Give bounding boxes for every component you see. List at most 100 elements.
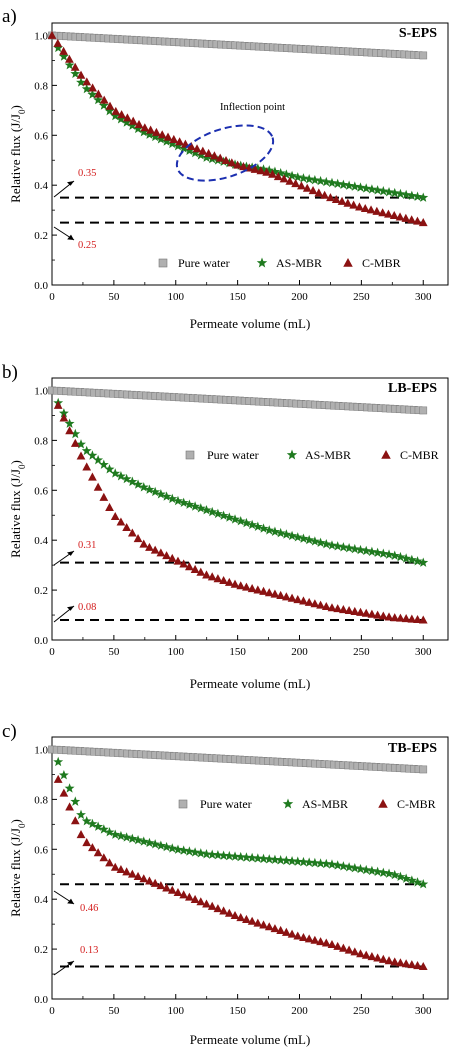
data-point-c-mbr: [105, 502, 114, 511]
data-point-c-mbr: [373, 953, 382, 962]
data-point-c-mbr: [219, 906, 228, 915]
data-point-as-mbr: [281, 529, 292, 539]
y-tick-label: 0.8: [34, 80, 48, 92]
data-point-as-mbr: [53, 756, 64, 767]
data-point-c-mbr: [99, 853, 109, 862]
data-point-c-mbr: [213, 574, 223, 583]
data-point-c-mbr: [173, 888, 183, 897]
x-axis: 0 50 100 150 200 250 300: [49, 635, 432, 658]
data-point-c-mbr: [236, 913, 246, 922]
y-tick-label: 0.8: [34, 794, 48, 806]
data-point-as-mbr: [418, 557, 429, 567]
data-point-as-mbr: [155, 489, 166, 499]
data-point-c-mbr: [169, 134, 179, 143]
data-point-c-mbr: [70, 816, 80, 825]
data-point-as-mbr: [247, 519, 258, 530]
y-tick-label: 1.0: [34, 744, 48, 756]
data-point-c-mbr: [133, 534, 143, 543]
data-point-c-mbr: [390, 613, 400, 622]
legend-marker-as-mbr: [282, 798, 294, 809]
x-tick-label: 150: [229, 291, 246, 303]
data-point-as-mbr: [258, 164, 269, 174]
data-point-as-mbr: [115, 830, 126, 841]
data-point-as-mbr: [287, 530, 297, 541]
data-point-c-mbr: [344, 945, 354, 954]
annotation-value-lower: 0.25: [78, 240, 96, 251]
data-point-c-mbr: [316, 600, 325, 609]
panel-label: c): [2, 721, 17, 742]
data-point-as-mbr: [195, 848, 206, 858]
data-point-as-mbr: [110, 110, 121, 121]
data-point-c-mbr: [304, 934, 314, 943]
plot-frame: [51, 377, 449, 641]
x-tick-label: 0: [49, 1005, 55, 1017]
annotation-arrowhead-upper: [67, 551, 74, 556]
data-point-c-mbr: [128, 116, 138, 125]
x-tick-label: 250: [353, 1005, 370, 1017]
data-point-as-mbr: [178, 845, 189, 855]
data-point-c-mbr: [167, 885, 177, 894]
data-point-as-mbr: [138, 836, 149, 846]
data-point-c-mbr: [276, 925, 286, 934]
data-point-as-mbr: [406, 190, 417, 201]
data-point-as-mbr: [418, 879, 429, 889]
x-tick-label: 300: [415, 291, 432, 303]
data-point-c-mbr: [350, 606, 360, 615]
series-as-mbr: [53, 42, 429, 202]
data-point-c-mbr: [320, 190, 330, 199]
data-point-c-mbr: [360, 203, 370, 213]
data-point-as-mbr: [127, 833, 138, 843]
legend: Pure water AS-MBR C-MBR: [158, 256, 401, 270]
data-point-as-mbr: [70, 428, 81, 439]
legend-label-pure-water: Pure water: [207, 448, 259, 462]
annotation-value-upper: 0.46: [80, 903, 98, 914]
data-point-c-mbr: [270, 924, 280, 933]
x-tick-label: 250: [353, 646, 370, 658]
data-point-c-mbr: [219, 575, 228, 585]
data-point-c-mbr: [230, 911, 240, 920]
legend-label-pure-water: Pure water: [178, 256, 230, 270]
data-point-as-mbr: [298, 173, 309, 183]
y-tick-label: 0.6: [34, 844, 48, 856]
data-point-as-mbr: [93, 454, 104, 465]
data-point-as-mbr: [389, 869, 400, 880]
data-point-c-mbr: [310, 935, 320, 944]
chart-title: LB-EPS: [388, 381, 437, 396]
data-point-c-mbr: [53, 38, 63, 47]
panel-label: b): [2, 362, 18, 383]
data-point-as-mbr: [104, 827, 115, 837]
data-point-as-mbr: [270, 166, 280, 176]
data-point-c-mbr: [233, 160, 242, 169]
data-point-as-mbr: [275, 527, 286, 538]
inflection-point-label: Inflection point: [220, 102, 285, 113]
data-point-c-mbr: [281, 592, 291, 601]
data-point-c-mbr: [117, 110, 126, 119]
data-point-c-mbr: [227, 158, 237, 167]
data-point-as-mbr: [218, 510, 229, 520]
y-tick-label: 0.4: [34, 180, 48, 192]
data-point-c-mbr: [59, 788, 69, 797]
y-axis-label: Relative flux (J/J0): [8, 819, 27, 917]
data-point-as-mbr: [349, 181, 360, 191]
data-point-c-mbr: [239, 162, 248, 171]
data-point-c-mbr: [122, 867, 132, 876]
data-point-as-mbr: [355, 544, 366, 555]
data-point-as-mbr: [264, 525, 275, 535]
data-point-as-mbr: [230, 159, 240, 169]
data-point-as-mbr: [349, 543, 360, 554]
legend-label-as-mbr: AS-MBR: [302, 797, 348, 811]
data-point-as-mbr: [87, 89, 98, 99]
data-point-c-mbr: [384, 612, 394, 621]
data-point-c-mbr: [70, 62, 80, 71]
data-point-as-mbr: [378, 548, 389, 558]
data-point-c-mbr: [367, 952, 377, 961]
data-point-as-mbr: [184, 846, 195, 856]
data-point-c-mbr: [279, 174, 289, 183]
y-axis-label: Relative flux (J/J0): [8, 105, 27, 203]
panel-label: a): [2, 6, 17, 27]
data-point-c-mbr: [139, 539, 149, 548]
data-point-c-mbr: [156, 548, 166, 557]
data-point-as-mbr: [287, 170, 297, 181]
plot-frame: [51, 736, 449, 1000]
data-point-c-mbr: [250, 164, 260, 173]
